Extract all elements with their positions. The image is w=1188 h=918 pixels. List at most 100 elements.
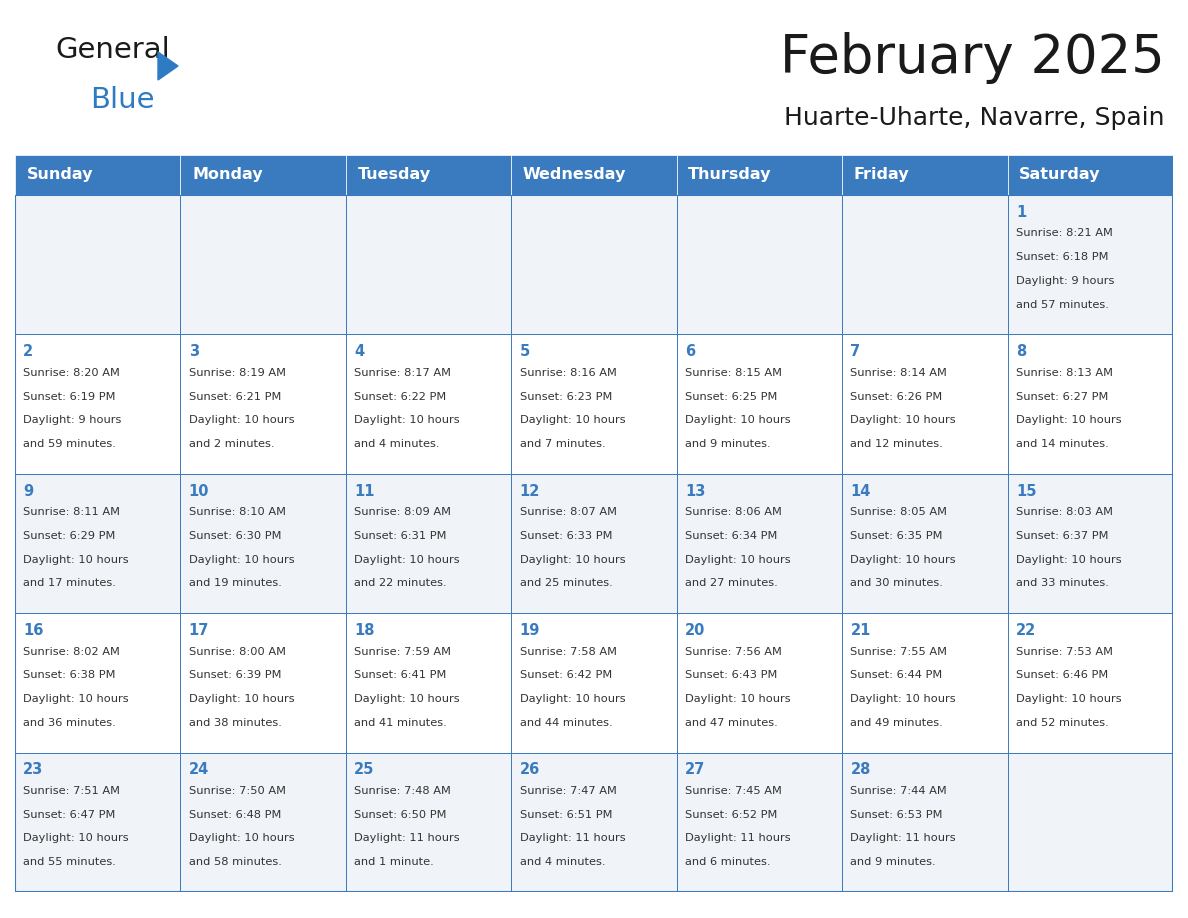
Text: 18: 18	[354, 623, 374, 638]
Bar	[511, 195, 677, 334]
Text: Daylight: 10 hours: Daylight: 10 hours	[685, 554, 790, 565]
Bar	[1007, 474, 1173, 613]
Text: Daylight: 10 hours: Daylight: 10 hours	[24, 834, 128, 844]
Text: Sunday: Sunday	[26, 167, 93, 183]
Text: Sunrise: 8:15 AM: Sunrise: 8:15 AM	[685, 368, 782, 378]
Text: Daylight: 10 hours: Daylight: 10 hours	[685, 415, 790, 425]
Text: Sunrise: 7:53 AM: Sunrise: 7:53 AM	[1016, 646, 1113, 656]
Bar	[511, 334, 677, 474]
Bar	[346, 155, 511, 195]
Text: and 52 minutes.: and 52 minutes.	[1016, 718, 1108, 728]
Bar	[15, 155, 181, 195]
Text: Daylight: 10 hours: Daylight: 10 hours	[189, 554, 295, 565]
Text: and 41 minutes.: and 41 minutes.	[354, 718, 447, 728]
Text: Sunset: 6:27 PM: Sunset: 6:27 PM	[1016, 392, 1108, 401]
Text: Daylight: 10 hours: Daylight: 10 hours	[189, 415, 295, 425]
Bar	[346, 753, 511, 892]
Text: Sunrise: 8:11 AM: Sunrise: 8:11 AM	[24, 508, 120, 517]
Text: Sunset: 6:23 PM: Sunset: 6:23 PM	[519, 392, 612, 401]
Text: Sunrise: 8:19 AM: Sunrise: 8:19 AM	[189, 368, 285, 378]
Bar	[1007, 753, 1173, 892]
Text: Sunrise: 7:44 AM: Sunrise: 7:44 AM	[851, 786, 947, 796]
Text: Wednesday: Wednesday	[523, 167, 626, 183]
Text: 2: 2	[24, 344, 33, 359]
Text: and 4 minutes.: and 4 minutes.	[354, 439, 440, 449]
Text: and 47 minutes.: and 47 minutes.	[685, 718, 778, 728]
Bar	[1007, 613, 1173, 753]
Text: Sunset: 6:51 PM: Sunset: 6:51 PM	[519, 810, 612, 820]
Text: Sunset: 6:30 PM: Sunset: 6:30 PM	[189, 531, 282, 541]
Text: and 7 minutes.: and 7 minutes.	[519, 439, 605, 449]
Text: Sunset: 6:31 PM: Sunset: 6:31 PM	[354, 531, 447, 541]
Text: Sunrise: 7:48 AM: Sunrise: 7:48 AM	[354, 786, 451, 796]
Text: Sunrise: 8:13 AM: Sunrise: 8:13 AM	[1016, 368, 1113, 378]
Text: Sunset: 6:35 PM: Sunset: 6:35 PM	[851, 531, 943, 541]
Bar	[511, 155, 677, 195]
Text: Sunset: 6:21 PM: Sunset: 6:21 PM	[189, 392, 282, 401]
Text: 20: 20	[685, 623, 706, 638]
Text: 12: 12	[519, 484, 539, 498]
Bar	[842, 753, 1007, 892]
Bar	[15, 334, 181, 474]
Text: and 17 minutes.: and 17 minutes.	[24, 578, 116, 588]
Bar	[842, 334, 1007, 474]
Bar	[842, 613, 1007, 753]
Text: Sunrise: 8:14 AM: Sunrise: 8:14 AM	[851, 368, 947, 378]
Text: 8: 8	[1016, 344, 1026, 359]
Text: Sunrise: 8:00 AM: Sunrise: 8:00 AM	[189, 646, 285, 656]
Text: Sunset: 6:33 PM: Sunset: 6:33 PM	[519, 531, 612, 541]
Text: Daylight: 10 hours: Daylight: 10 hours	[851, 694, 956, 704]
Text: and 59 minutes.: and 59 minutes.	[24, 439, 116, 449]
Text: and 33 minutes.: and 33 minutes.	[1016, 578, 1108, 588]
Text: 13: 13	[685, 484, 706, 498]
Text: Saturday: Saturday	[1019, 167, 1100, 183]
Bar	[181, 155, 346, 195]
Text: 7: 7	[851, 344, 860, 359]
Text: and 57 minutes.: and 57 minutes.	[1016, 299, 1108, 309]
Text: and 9 minutes.: and 9 minutes.	[685, 439, 771, 449]
Text: Sunrise: 7:56 AM: Sunrise: 7:56 AM	[685, 646, 782, 656]
Text: Daylight: 10 hours: Daylight: 10 hours	[189, 834, 295, 844]
Text: Sunset: 6:50 PM: Sunset: 6:50 PM	[354, 810, 447, 820]
Text: Tuesday: Tuesday	[358, 167, 430, 183]
Text: Daylight: 10 hours: Daylight: 10 hours	[851, 415, 956, 425]
Bar	[181, 334, 346, 474]
Text: Daylight: 10 hours: Daylight: 10 hours	[1016, 694, 1121, 704]
Bar	[511, 613, 677, 753]
Text: and 36 minutes.: and 36 minutes.	[24, 718, 116, 728]
Text: Sunset: 6:47 PM: Sunset: 6:47 PM	[24, 810, 115, 820]
Text: and 2 minutes.: and 2 minutes.	[189, 439, 274, 449]
Text: Daylight: 10 hours: Daylight: 10 hours	[519, 554, 625, 565]
Text: and 12 minutes.: and 12 minutes.	[851, 439, 943, 449]
Text: Daylight: 10 hours: Daylight: 10 hours	[24, 694, 128, 704]
Text: and 55 minutes.: and 55 minutes.	[24, 857, 116, 868]
Bar	[1007, 195, 1173, 334]
Text: Sunset: 6:44 PM: Sunset: 6:44 PM	[851, 670, 942, 680]
Text: Sunrise: 8:21 AM: Sunrise: 8:21 AM	[1016, 229, 1113, 239]
Text: Sunrise: 8:05 AM: Sunrise: 8:05 AM	[851, 508, 947, 517]
Bar	[842, 474, 1007, 613]
Text: 22: 22	[1016, 623, 1036, 638]
Bar	[1007, 334, 1173, 474]
Text: Daylight: 10 hours: Daylight: 10 hours	[354, 694, 460, 704]
Text: Sunrise: 7:51 AM: Sunrise: 7:51 AM	[24, 786, 120, 796]
Text: Sunset: 6:25 PM: Sunset: 6:25 PM	[685, 392, 777, 401]
Text: Sunrise: 7:47 AM: Sunrise: 7:47 AM	[519, 786, 617, 796]
Text: 5: 5	[519, 344, 530, 359]
Text: 1: 1	[1016, 205, 1026, 219]
Text: and 44 minutes.: and 44 minutes.	[519, 718, 612, 728]
Text: Daylight: 10 hours: Daylight: 10 hours	[519, 694, 625, 704]
Text: Sunrise: 7:50 AM: Sunrise: 7:50 AM	[189, 786, 285, 796]
Text: Sunrise: 8:07 AM: Sunrise: 8:07 AM	[519, 508, 617, 517]
Text: Sunset: 6:29 PM: Sunset: 6:29 PM	[24, 531, 115, 541]
Bar	[346, 474, 511, 613]
Text: Monday: Monday	[192, 167, 263, 183]
Text: 16: 16	[24, 623, 44, 638]
Text: Daylight: 10 hours: Daylight: 10 hours	[1016, 554, 1121, 565]
Text: Daylight: 10 hours: Daylight: 10 hours	[851, 554, 956, 565]
Bar	[15, 753, 181, 892]
Text: Blue: Blue	[90, 86, 154, 114]
Bar	[842, 195, 1007, 334]
Text: Daylight: 9 hours: Daylight: 9 hours	[1016, 275, 1114, 285]
Text: Daylight: 10 hours: Daylight: 10 hours	[685, 694, 790, 704]
